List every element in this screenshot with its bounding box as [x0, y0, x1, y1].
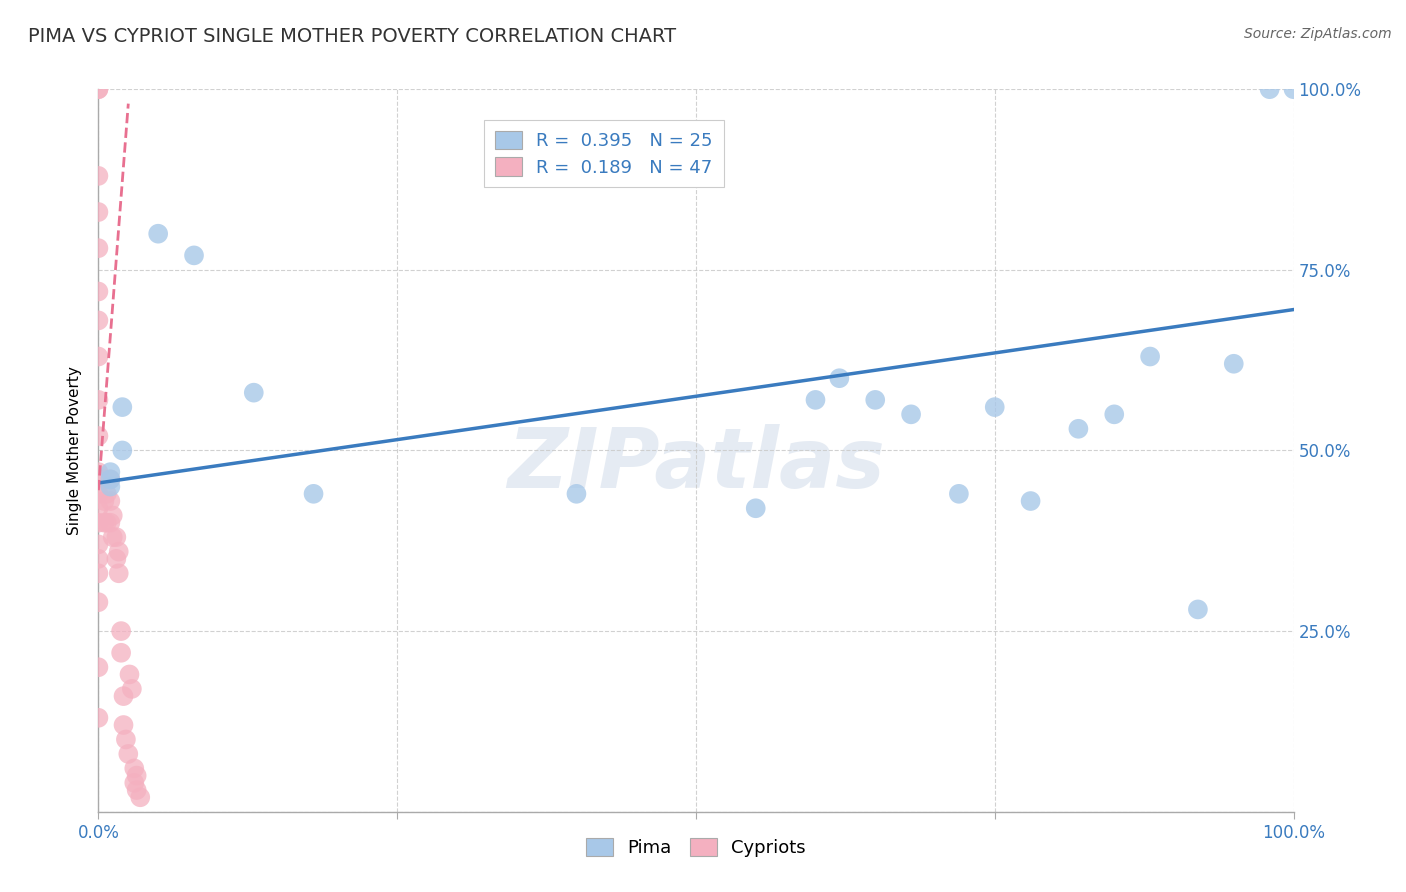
- Point: [129, 790, 152, 805]
- Point: [115, 732, 138, 747]
- Text: Source: ZipAtlas.com: Source: ZipAtlas.com: [1244, 27, 1392, 41]
- Point: [745, 501, 768, 516]
- Point: [87, 551, 110, 566]
- Point: [804, 392, 827, 407]
- Point: [87, 501, 110, 516]
- Point: [125, 769, 148, 783]
- Point: [96, 516, 118, 530]
- Point: [243, 385, 266, 400]
- Point: [87, 537, 110, 551]
- Y-axis label: Single Mother Poverty: Single Mother Poverty: [67, 366, 83, 535]
- Point: [96, 487, 118, 501]
- Point: [125, 783, 148, 797]
- Point: [117, 747, 139, 761]
- Point: [87, 516, 110, 530]
- Point: [111, 443, 134, 458]
- Point: [87, 660, 110, 674]
- Point: [1187, 602, 1209, 616]
- Point: [1019, 494, 1042, 508]
- Point: [183, 248, 205, 262]
- Point: [1139, 350, 1161, 364]
- Point: [93, 516, 115, 530]
- Point: [87, 350, 110, 364]
- Point: [984, 400, 1007, 414]
- Point: [87, 205, 110, 219]
- Point: [98, 465, 122, 479]
- Point: [98, 472, 122, 486]
- Point: [110, 624, 132, 639]
- Point: [865, 392, 887, 407]
- Point: [93, 472, 115, 486]
- Point: [87, 465, 110, 479]
- Point: [87, 82, 110, 96]
- Point: [1223, 357, 1246, 371]
- Point: [900, 407, 922, 421]
- Point: [87, 241, 110, 255]
- Point: [118, 667, 141, 681]
- Point: [105, 530, 128, 544]
- Point: [302, 487, 325, 501]
- Point: [828, 371, 851, 385]
- Point: [87, 711, 110, 725]
- Point: [107, 544, 129, 558]
- Point: [93, 494, 115, 508]
- Text: ZIPatlas: ZIPatlas: [508, 425, 884, 506]
- Point: [87, 169, 110, 183]
- Point: [148, 227, 170, 241]
- Point: [124, 776, 146, 790]
- Legend: Pima, Cypriots: Pima, Cypriots: [575, 827, 817, 868]
- Point: [121, 681, 143, 696]
- Point: [98, 516, 122, 530]
- Point: [87, 82, 110, 96]
- Point: [87, 285, 110, 299]
- Point: [1282, 82, 1305, 96]
- Point: [87, 566, 110, 581]
- Point: [101, 530, 124, 544]
- Point: [105, 551, 128, 566]
- Point: [124, 761, 146, 775]
- Point: [98, 494, 122, 508]
- Point: [112, 689, 135, 703]
- Point: [107, 566, 129, 581]
- Point: [98, 472, 122, 486]
- Point: [87, 313, 110, 327]
- Point: [112, 718, 135, 732]
- Point: [87, 595, 110, 609]
- Point: [87, 429, 110, 443]
- Point: [110, 646, 132, 660]
- Point: [1258, 82, 1281, 96]
- Point: [1067, 422, 1090, 436]
- Point: [948, 487, 970, 501]
- Point: [101, 508, 124, 523]
- Point: [1104, 407, 1126, 421]
- Point: [87, 487, 110, 501]
- Text: PIMA VS CYPRIOT SINGLE MOTHER POVERTY CORRELATION CHART: PIMA VS CYPRIOT SINGLE MOTHER POVERTY CO…: [28, 27, 676, 45]
- Point: [98, 480, 122, 494]
- Point: [565, 487, 588, 501]
- Point: [111, 400, 134, 414]
- Point: [87, 392, 110, 407]
